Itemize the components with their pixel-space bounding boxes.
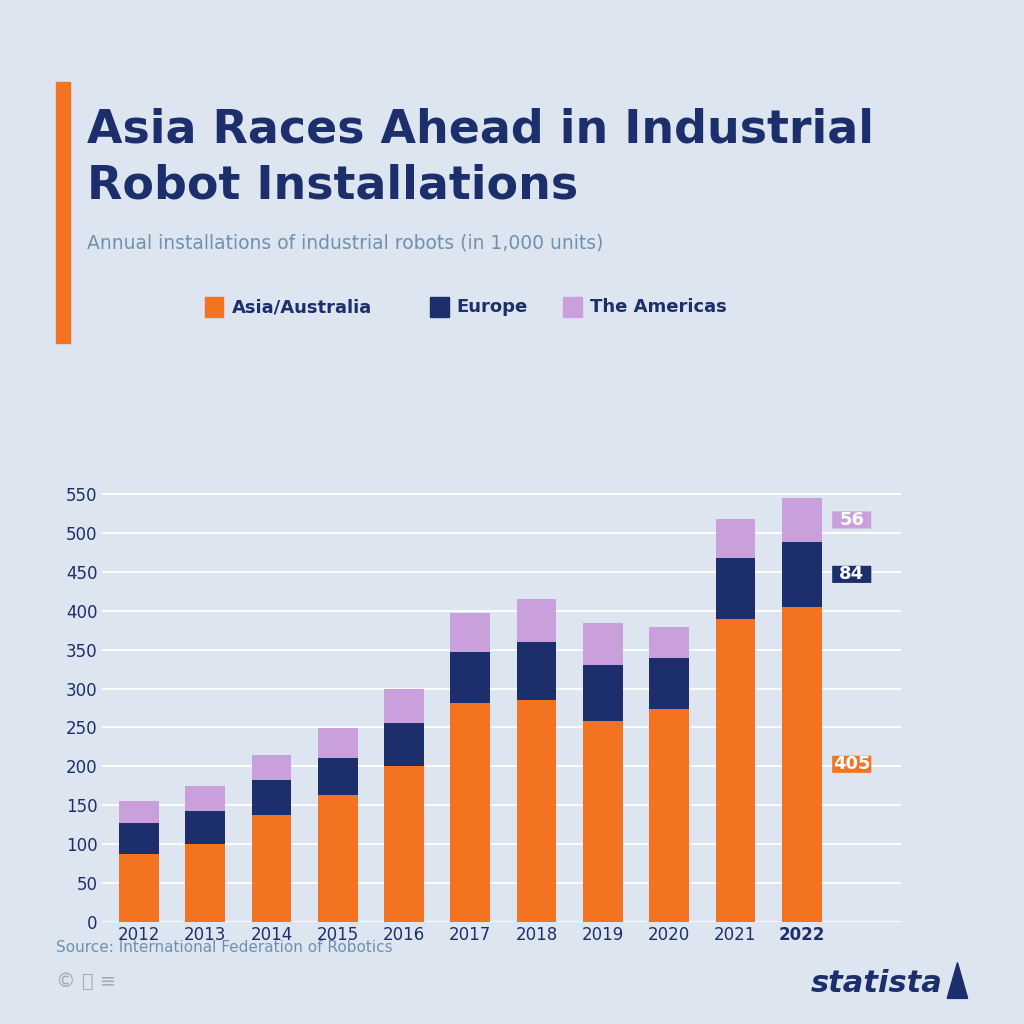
Bar: [384, 723, 424, 766]
Bar: [716, 519, 756, 558]
Bar: [716, 618, 756, 922]
Bar: [119, 854, 159, 922]
Text: Asia/Australia: Asia/Australia: [231, 298, 372, 316]
Bar: [781, 499, 821, 542]
Bar: [583, 721, 623, 922]
Bar: [451, 703, 490, 922]
Bar: [119, 801, 159, 823]
Bar: [649, 709, 689, 922]
Bar: [317, 795, 357, 922]
Text: Robot Installations: Robot Installations: [87, 164, 579, 209]
Text: The Americas: The Americas: [590, 298, 727, 316]
Bar: [649, 658, 689, 709]
Bar: [384, 689, 424, 723]
Bar: [252, 815, 291, 922]
Bar: [517, 642, 556, 700]
Text: 56: 56: [840, 511, 864, 529]
FancyBboxPatch shape: [833, 756, 871, 773]
Bar: [185, 785, 225, 811]
Bar: [252, 780, 291, 815]
Text: 405: 405: [833, 756, 870, 773]
Bar: [252, 756, 291, 780]
FancyBboxPatch shape: [833, 511, 871, 528]
Bar: [583, 623, 623, 666]
Bar: [185, 844, 225, 922]
Text: 84: 84: [840, 565, 864, 584]
Bar: [384, 766, 424, 922]
Text: Europe: Europe: [457, 298, 528, 316]
Bar: [781, 607, 821, 922]
Bar: [517, 599, 556, 642]
Text: Annual installations of industrial robots (in 1,000 units): Annual installations of industrial robot…: [87, 233, 603, 253]
Bar: [317, 728, 357, 758]
Bar: [185, 811, 225, 844]
Bar: [649, 627, 689, 658]
Bar: [119, 823, 159, 854]
Text: statista: statista: [810, 969, 942, 997]
Bar: [317, 758, 357, 795]
Bar: [781, 542, 821, 607]
Text: Asia Races Ahead in Industrial: Asia Races Ahead in Industrial: [87, 108, 874, 153]
Text: Source: International Federation of Robotics: Source: International Federation of Robo…: [56, 940, 393, 954]
FancyBboxPatch shape: [833, 566, 871, 583]
Bar: [583, 666, 623, 721]
Bar: [451, 613, 490, 652]
Bar: [517, 700, 556, 922]
Bar: [451, 652, 490, 703]
Text: © ⓘ ≡: © ⓘ ≡: [56, 972, 117, 990]
Bar: [716, 558, 756, 618]
